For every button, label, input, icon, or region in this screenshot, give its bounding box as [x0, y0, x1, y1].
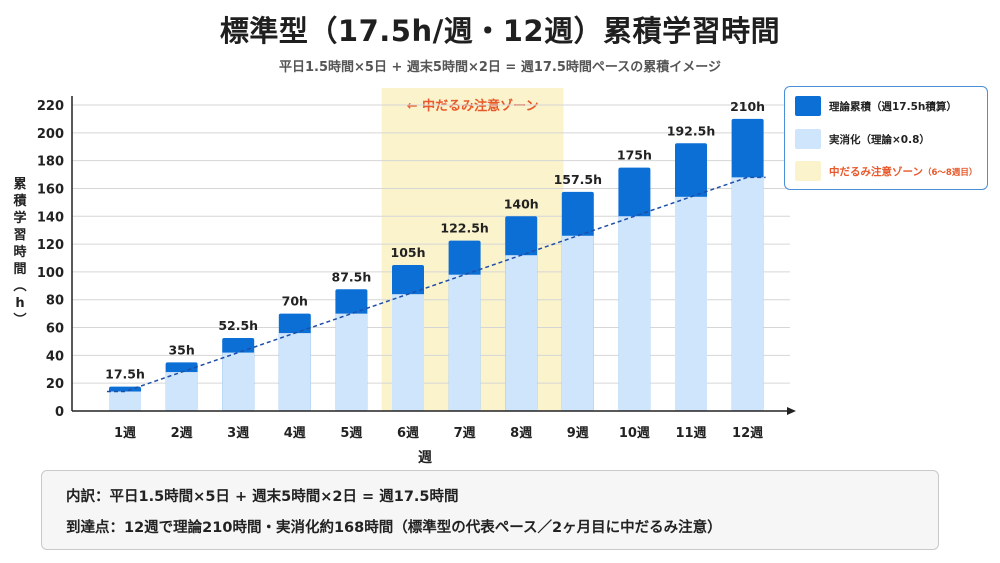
- breakdown-line-2: 到達点：12週で理論210時間・実消化約168時間（標準型の代表ペース／2ヶ月目…: [66, 520, 722, 536]
- bar-practical: [731, 177, 764, 411]
- bar-practical: [335, 313, 368, 411]
- practical-trend-line: [107, 176, 766, 393]
- data-label: 17.5h: [105, 367, 145, 382]
- legend-zone-note: （6〜8週目）: [922, 167, 978, 178]
- x-axis-arrow: [787, 407, 796, 415]
- x-tick-label: 4週: [284, 426, 306, 441]
- x-tick-label: 7週: [454, 426, 476, 441]
- legend-item-zone: 中だるみ注意ゾーン（6〜8週目）: [795, 160, 977, 182]
- y-tick-label: 80: [46, 294, 64, 309]
- x-tick-label: 12週: [732, 426, 763, 441]
- y-tick-label: 220: [37, 99, 64, 114]
- x-tick-label: 9週: [567, 426, 589, 441]
- y-tick-label: 100: [37, 266, 64, 281]
- bar-practical: [392, 294, 424, 411]
- data-label: 35h: [168, 342, 194, 357]
- y-axis-title-char: 積: [12, 193, 27, 209]
- x-tick-label: 11週: [675, 426, 706, 441]
- data-label: 105h: [391, 245, 426, 260]
- bar-practical: [675, 196, 707, 411]
- y-axis-title-char: 時: [13, 244, 26, 260]
- y-axis-title-char: ︶: [12, 312, 26, 328]
- legend-label-practical: 実消化（理論×0.8）: [829, 133, 930, 146]
- bar-practical: [109, 391, 141, 411]
- y-tick-label: 140: [37, 210, 64, 225]
- legend-zone-name: 中だるみ注意ゾーン: [829, 165, 923, 178]
- y-axis-title-char: 累: [13, 176, 26, 192]
- y-tick-label: 180: [37, 155, 64, 170]
- y-axis-title-char: h: [15, 296, 24, 311]
- chart-title: 標準型（17.5h/週・12週）累積学習時間: [219, 14, 781, 48]
- y-axis-title-char: 習: [13, 228, 26, 243]
- y-tick-label: 40: [46, 349, 64, 364]
- legend-item-practical: 実消化（理論×0.8）: [795, 128, 930, 150]
- data-label: 210h: [730, 99, 765, 114]
- bar-practical: [561, 235, 594, 411]
- legend: 理論累積（週17.5h積算） 実消化（理論×0.8） 中だるみ注意ゾーン（6〜8…: [784, 86, 988, 190]
- bar-practical: [505, 255, 538, 411]
- y-axis-title-char: ︵: [12, 279, 26, 294]
- legend-label-theory: 理論累積（週17.5h積算）: [829, 100, 957, 113]
- x-axis-title: 週: [418, 450, 432, 466]
- bar-practical: [618, 216, 651, 411]
- y-tick-label: 20: [46, 377, 64, 392]
- legend-swatch-practical: [795, 129, 821, 149]
- bar-chart: ← 中だるみ注意ゾーン 0 20 40 60 80 100 120 140 160 180 200 22…: [12, 88, 796, 466]
- data-label: 70h: [282, 294, 308, 309]
- y-tick-label: 120: [37, 238, 64, 253]
- chart-subtitle: 平日1.5時間×5日 + 週末5時間×2日 = 週17.5時間ペースの累積イメー…: [278, 60, 721, 75]
- bar-practical: [222, 352, 255, 411]
- data-label: 175h: [617, 148, 652, 163]
- legend-label-zone: 中だるみ注意ゾーン（6〜8週目）: [829, 164, 977, 179]
- data-label: 87.5h: [332, 269, 372, 284]
- breakdown-box: 内訳：平日1.5時間×5日 + 週末5時間×2日 = 週17.5時間 到達点：1…: [41, 470, 939, 550]
- y-tick-label: 160: [37, 182, 64, 197]
- bar-practical: [448, 274, 481, 411]
- y-tick-label: 200: [37, 127, 64, 142]
- y-axis-title-char: 学: [13, 210, 26, 226]
- legend-swatch-theory: [795, 96, 821, 116]
- y-tick-label: 0: [55, 405, 64, 420]
- x-tick-label: 3週: [227, 426, 249, 441]
- legend-swatch-zone: [795, 161, 821, 181]
- x-tick-label: 10週: [619, 426, 650, 441]
- y-axis-title-char: 間: [13, 262, 26, 277]
- data-label: 192.5h: [667, 123, 715, 138]
- data-label: 140h: [504, 196, 539, 211]
- zone-label: ← 中だるみ注意ゾーン: [407, 98, 539, 114]
- x-tick-label: 8週: [510, 426, 532, 441]
- x-tick-label: 2週: [171, 426, 193, 441]
- legend-item-theory: 理論累積（週17.5h積算）: [795, 95, 957, 117]
- bar-practical: [278, 333, 311, 411]
- breakdown-line-1: 内訳：平日1.5時間×5日 + 週末5時間×2日 = 週17.5時間: [66, 489, 459, 505]
- data-label: 157.5h: [554, 172, 602, 187]
- x-tick-label: 5週: [340, 426, 362, 441]
- x-tick-label: 1週: [114, 426, 136, 441]
- data-label: 122.5h: [440, 221, 488, 236]
- bar-practical: [165, 372, 198, 411]
- data-label: 52.5h: [218, 318, 258, 333]
- y-tick-label: 60: [46, 322, 64, 337]
- x-tick-label: 6週: [397, 426, 419, 441]
